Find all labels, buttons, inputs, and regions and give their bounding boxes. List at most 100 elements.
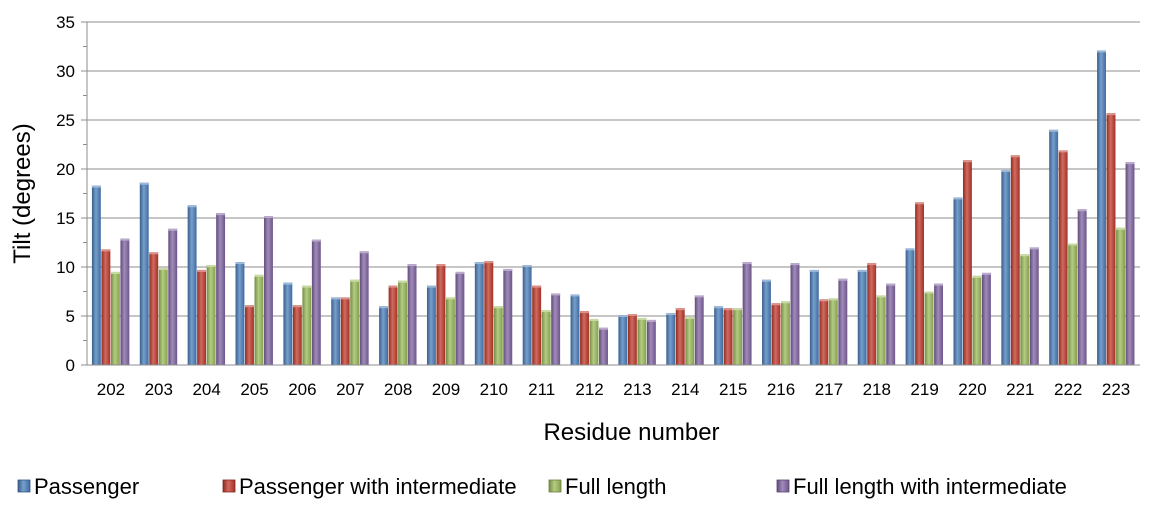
bar-full-length: [110, 271, 120, 365]
bar-top-highlight: [302, 285, 312, 288]
bar-full-length-with-intermediate: [1125, 162, 1135, 365]
bar-full-length-with-intermediate: [790, 263, 800, 365]
bar-top-highlight: [331, 297, 341, 300]
bar-top-highlight: [474, 262, 484, 265]
bar-top-highlight: [857, 269, 867, 272]
bar-passenger-with-intermediate: [771, 303, 781, 365]
bar-full-length-with-intermediate: [120, 238, 130, 365]
y-tick-label: 0: [66, 356, 75, 375]
bar-full-length: [1068, 243, 1078, 365]
bar-top-highlight: [1010, 155, 1020, 158]
bar-full-length-with-intermediate: [742, 262, 752, 365]
bar-top-highlight: [924, 291, 934, 294]
legend-swatch: [17, 479, 31, 493]
bar-full-length-with-intermediate: [981, 272, 991, 365]
bar-top-highlight: [1058, 150, 1068, 153]
bar-top-highlight: [838, 278, 848, 281]
x-tick-label: 207: [336, 380, 364, 399]
x-tick-label: 213: [623, 380, 651, 399]
bar-passenger-with-intermediate: [388, 285, 398, 365]
bar-full-length-with-intermediate: [311, 239, 321, 365]
bar-top-highlight: [666, 313, 676, 316]
bar-full-length: [828, 298, 838, 365]
bar-top-highlight: [962, 160, 972, 163]
bar-full-length-with-intermediate: [551, 293, 561, 365]
y-tick-label: 20: [56, 160, 75, 179]
bar-passenger-with-intermediate: [197, 269, 207, 365]
bar-top-highlight: [618, 315, 628, 318]
bar-top-highlight: [905, 248, 915, 251]
bar-top-highlight: [292, 305, 302, 308]
bar-top-highlight: [541, 310, 551, 313]
bar-top-highlight: [235, 262, 245, 265]
bar-full-length: [254, 274, 264, 365]
bar-passenger-with-intermediate: [627, 314, 637, 365]
bar-top-highlight: [1049, 129, 1059, 132]
bar-full-length: [493, 306, 503, 365]
bar-top-highlight: [972, 275, 982, 278]
bar-full-length-with-intermediate: [503, 268, 513, 365]
bar-top-highlight: [139, 182, 149, 185]
bar-top-highlight: [742, 262, 752, 265]
bar-top-highlight: [637, 317, 647, 320]
bar-full-length-with-intermediate: [455, 271, 465, 365]
y-tick-label: 5: [66, 307, 75, 326]
x-tick-label: 221: [1006, 380, 1034, 399]
bar-top-highlight: [771, 303, 781, 306]
x-tick-label: 220: [958, 380, 986, 399]
bar-top-highlight: [503, 268, 513, 271]
bar-passenger: [1097, 50, 1106, 366]
legend-label: Full length with intermediate: [793, 474, 1067, 499]
bar-top-highlight: [283, 282, 293, 285]
bar-top-highlight: [953, 197, 963, 200]
bar-full-length: [445, 297, 455, 365]
bar-top-highlight: [886, 283, 896, 286]
bar-top-highlight: [311, 239, 321, 242]
bar-top-highlight: [340, 297, 350, 300]
bar-passenger-with-intermediate: [867, 263, 877, 365]
bar-top-highlight: [426, 285, 436, 288]
bar-top-highlight: [685, 316, 695, 319]
bar-passenger-with-intermediate: [245, 305, 254, 365]
bar-full-length: [781, 301, 790, 365]
bar-passenger-with-intermediate: [292, 305, 302, 365]
bar-full-length-with-intermediate: [694, 295, 704, 365]
x-tick-label: 219: [910, 380, 938, 399]
bar-full-length-with-intermediate: [216, 213, 226, 365]
x-tick-label: 216: [767, 380, 795, 399]
bar-full-length: [924, 291, 934, 365]
bar-passenger: [1049, 129, 1059, 365]
bar-passenger: [91, 185, 101, 365]
x-tick-label: 212: [575, 380, 603, 399]
x-tick-label: 206: [288, 380, 316, 399]
x-tick-label: 214: [671, 380, 699, 399]
bar-top-highlight: [436, 264, 446, 267]
bar-top-highlight: [675, 308, 685, 311]
bar-passenger-with-intermediate: [532, 285, 542, 365]
bars: [91, 50, 1135, 366]
bar-passenger: [379, 306, 389, 365]
bar-passenger: [1001, 169, 1011, 365]
bar-passenger: [522, 265, 532, 365]
bar-top-highlight: [187, 205, 197, 208]
bar-full-length: [158, 267, 168, 365]
bar-top-highlight: [216, 213, 226, 216]
bar-top-highlight: [570, 294, 580, 297]
bar-full-length: [398, 280, 408, 365]
bar-top-highlight: [158, 267, 168, 270]
bar-full-length: [589, 318, 599, 365]
bar-top-highlight: [1116, 227, 1125, 230]
x-tick-label: 203: [145, 380, 173, 399]
bar-passenger: [235, 262, 245, 365]
bar-top-highlight: [1029, 247, 1039, 250]
bar-passenger: [857, 269, 867, 365]
bar-top-highlight: [762, 279, 771, 282]
bar-top-highlight: [981, 272, 991, 275]
bar-top-highlight: [646, 319, 656, 322]
x-tick-label: 223: [1102, 380, 1130, 399]
bar-full-length: [302, 285, 312, 365]
bar-top-highlight: [599, 327, 608, 330]
bar-full-length-with-intermediate: [599, 327, 608, 365]
bar-full-length: [733, 308, 743, 365]
x-tick-label: 217: [815, 380, 843, 399]
